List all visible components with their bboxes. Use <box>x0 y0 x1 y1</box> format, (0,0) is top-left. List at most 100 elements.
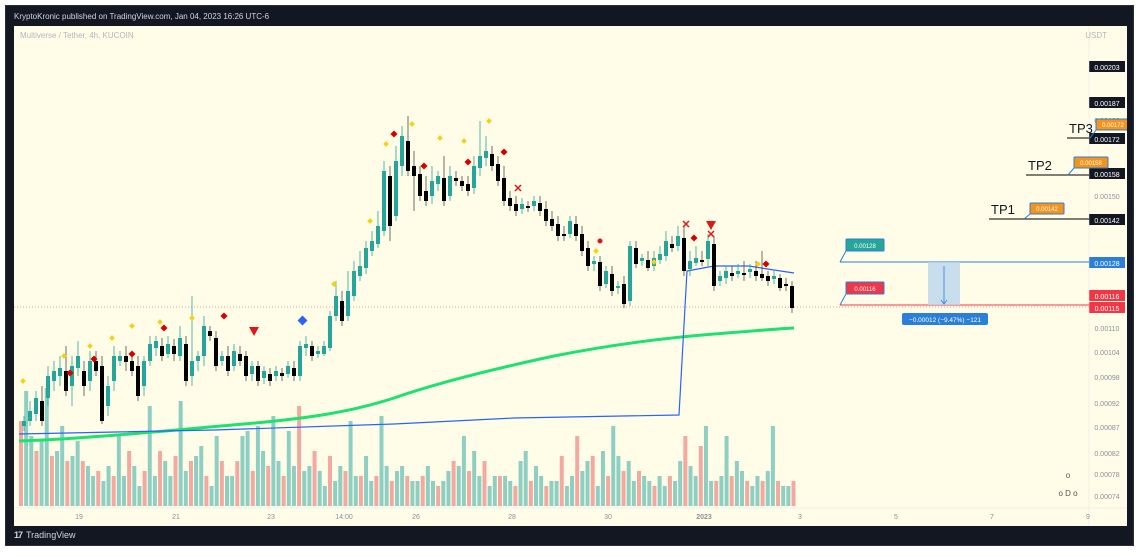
candle-body <box>484 151 488 158</box>
chart-area[interactable]: 0.002030.001870.001800.001720.001580.001… <box>14 26 1127 526</box>
candle-body <box>226 356 230 371</box>
volume-bar <box>137 486 142 506</box>
volume-bar <box>688 466 693 506</box>
volume-bar <box>60 426 65 506</box>
volume-bar <box>575 436 580 506</box>
candle-body <box>562 234 566 236</box>
red-diamond-marker <box>90 355 98 363</box>
price-axis-badge <box>1089 214 1125 225</box>
volume-bar <box>132 466 137 506</box>
red-diamond-marker <box>762 260 770 268</box>
red-diamond-marker <box>390 130 398 138</box>
candle-body <box>742 273 746 275</box>
price-axis-label: 0.00142 <box>1094 218 1119 225</box>
yellow-diamond-marker <box>651 259 657 265</box>
tradingview-logo-icon[interactable]: 17 <box>14 530 23 540</box>
take-profit-badge-text: 0.00142 <box>1036 207 1058 213</box>
candle-body <box>694 258 698 263</box>
candle-body <box>676 236 680 246</box>
volume-bar <box>425 466 430 506</box>
yellow-diamond-marker <box>383 141 389 147</box>
candle-body <box>634 248 638 264</box>
candle-body <box>52 371 56 381</box>
volume-bar <box>678 461 683 506</box>
red-triangle-marker <box>706 221 716 230</box>
price-axis-label: 0.00128 <box>1094 261 1119 268</box>
price-axis-label: 0.00116 <box>1095 294 1120 301</box>
volume-bar <box>740 471 744 506</box>
red-diamond-marker <box>160 324 168 332</box>
footer-brand[interactable]: TradingView <box>26 530 76 540</box>
volume-bar <box>724 436 729 506</box>
volume-bar <box>49 456 54 506</box>
volume-bar <box>240 436 245 506</box>
candle-body <box>136 366 140 396</box>
time-axis-label: 7 <box>990 514 994 521</box>
volume-bar <box>652 486 657 506</box>
candle-body <box>754 271 758 276</box>
candle-body <box>760 274 764 278</box>
candle-body <box>622 284 626 304</box>
volume-bar <box>307 466 312 506</box>
candle-body <box>442 178 446 201</box>
candle-body <box>178 338 182 356</box>
volume-bar <box>322 486 327 506</box>
red-circle-marker <box>597 238 603 244</box>
price-axis-label: 0.00158 <box>1094 172 1119 179</box>
volume-bar <box>281 476 286 506</box>
red-diamond-marker <box>500 148 508 156</box>
take-profit-label: TP1 <box>991 202 1015 217</box>
candle-body <box>64 371 68 391</box>
volume-bar <box>245 431 250 506</box>
candle-body <box>154 341 158 348</box>
volume-bar <box>394 471 399 506</box>
yellow-diamond-marker <box>486 118 492 124</box>
volume-bar <box>147 406 152 506</box>
volume-bar <box>225 476 229 506</box>
measure-arrow-head <box>940 299 948 305</box>
moving-average-blue <box>18 265 795 435</box>
candle-body <box>508 198 512 206</box>
volume-bar <box>791 481 796 506</box>
volume-bar <box>173 456 178 506</box>
candle-body <box>28 411 32 421</box>
volume-bar <box>39 441 44 506</box>
price-axis-label: 0.00104 <box>1094 350 1119 357</box>
candle-body <box>292 368 296 376</box>
price-axis-label: 0.00203 <box>1094 65 1119 72</box>
candle-body <box>322 346 326 354</box>
volume-bar <box>317 471 322 506</box>
candle-body <box>664 241 668 256</box>
candle-body <box>82 371 86 386</box>
volume-bar <box>611 426 616 506</box>
volume-bar <box>436 486 441 506</box>
volume-bar <box>446 471 451 506</box>
price-chart[interactable]: 0.002030.001870.001800.001720.001580.001… <box>14 26 1127 526</box>
candle-body <box>460 181 464 186</box>
volume-bar <box>642 476 647 506</box>
yellow-diamond-marker <box>755 261 761 267</box>
stop-badge-text: 0.00116 <box>854 287 876 293</box>
volume-bar <box>631 481 636 506</box>
yellow-diamond-marker <box>593 248 599 254</box>
volume-bar <box>662 486 667 506</box>
volume-bar <box>765 471 770 506</box>
candle-body <box>394 161 398 216</box>
volume-bar <box>302 471 307 506</box>
time-axis-label: 9 <box>1086 514 1090 521</box>
volume-bar <box>734 461 739 506</box>
volume-bar <box>194 456 199 506</box>
volume-bar <box>199 446 204 506</box>
red-x-marker <box>514 184 522 192</box>
volume-bar <box>271 416 276 506</box>
volume-bar <box>85 466 90 506</box>
volume-bar <box>559 456 564 506</box>
volume-bar <box>647 481 652 506</box>
volume-bar <box>204 476 209 506</box>
volume-bar <box>266 466 271 506</box>
stop-badge <box>845 281 885 295</box>
measure-label-badge <box>902 313 988 325</box>
candle-body <box>784 284 788 286</box>
volume-bar <box>34 451 39 506</box>
volume-bar <box>152 476 157 506</box>
